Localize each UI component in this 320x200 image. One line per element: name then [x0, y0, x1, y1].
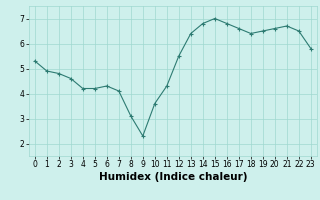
X-axis label: Humidex (Indice chaleur): Humidex (Indice chaleur)	[99, 172, 247, 182]
